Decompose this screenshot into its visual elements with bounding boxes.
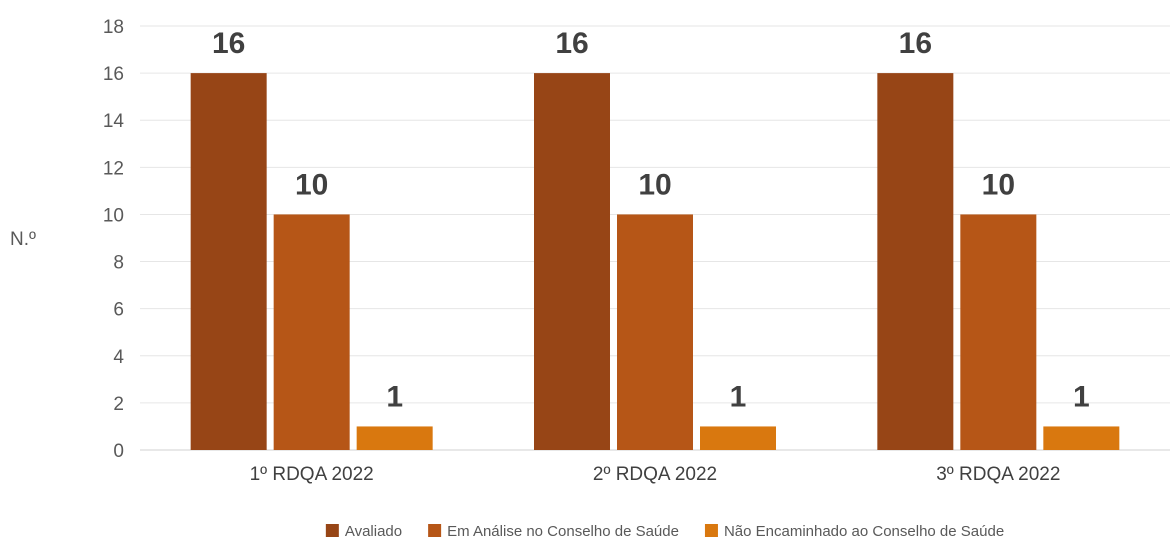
y-tick-label: 6 bbox=[113, 300, 124, 321]
y-tick-label: 16 bbox=[103, 64, 124, 85]
legend-item: Avaliado bbox=[325, 523, 402, 540]
bar-1-2 bbox=[534, 73, 610, 450]
data-labels: 16 10 1 16 10 1 16 10 1 bbox=[212, 27, 1090, 413]
y-tick-label: 0 bbox=[113, 441, 124, 462]
legend: Avaliado Em Análise no Conselho de Saúde N… bbox=[325, 523, 1004, 540]
data-label: 16 bbox=[899, 27, 932, 60]
y-tick-label: 10 bbox=[103, 205, 124, 226]
x-category-label: 3º RDQA 2022 bbox=[936, 464, 1060, 485]
data-label: 10 bbox=[638, 168, 671, 201]
data-label: 10 bbox=[982, 168, 1015, 201]
bar-3-3 bbox=[1043, 426, 1120, 450]
legend-label: Avaliado bbox=[345, 523, 402, 540]
axes: N.º 0 2 4 6 8 10 12 14 16 18 1º RDQA 2022 2º RDQA 2… bbox=[10, 17, 1060, 485]
y-axis-title: N.º bbox=[10, 229, 36, 250]
data-label: 16 bbox=[555, 27, 588, 60]
y-tick-label: 8 bbox=[113, 253, 124, 274]
data-label: 1 bbox=[1073, 380, 1090, 413]
bar-1-1 bbox=[190, 73, 267, 450]
bar-3-1 bbox=[356, 426, 433, 450]
legend-label: Em Análise no Conselho de Saúde bbox=[447, 523, 679, 540]
bar-2-3 bbox=[960, 214, 1037, 450]
legend-label: Não Encaminhado ao Conselho de Saúde bbox=[724, 523, 1004, 540]
bars bbox=[190, 73, 1120, 450]
x-category-label: 1º RDQA 2022 bbox=[250, 464, 374, 485]
data-label: 1 bbox=[386, 380, 403, 413]
legend-swatch bbox=[428, 524, 442, 537]
x-category-label: 2º RDQA 2022 bbox=[593, 464, 717, 485]
y-tick-label: 18 bbox=[103, 17, 124, 38]
bar-2-1 bbox=[273, 214, 350, 450]
bar-2-2 bbox=[617, 214, 693, 450]
y-tick-label: 2 bbox=[113, 394, 124, 415]
data-label: 1 bbox=[730, 380, 747, 413]
legend-swatch bbox=[325, 524, 339, 537]
y-tick-label: 12 bbox=[103, 158, 124, 179]
y-tick-label: 14 bbox=[103, 111, 125, 132]
bar-1-3 bbox=[877, 73, 954, 450]
legend-swatch bbox=[704, 524, 718, 537]
data-label: 10 bbox=[295, 168, 328, 201]
legend-item: Não Encaminhado ao Conselho de Saúde bbox=[704, 523, 1004, 540]
y-tick-label: 4 bbox=[113, 347, 124, 368]
bar-3-2 bbox=[700, 426, 776, 450]
legend-item: Em Análise no Conselho de Saúde bbox=[428, 523, 679, 540]
data-label: 16 bbox=[212, 27, 245, 60]
